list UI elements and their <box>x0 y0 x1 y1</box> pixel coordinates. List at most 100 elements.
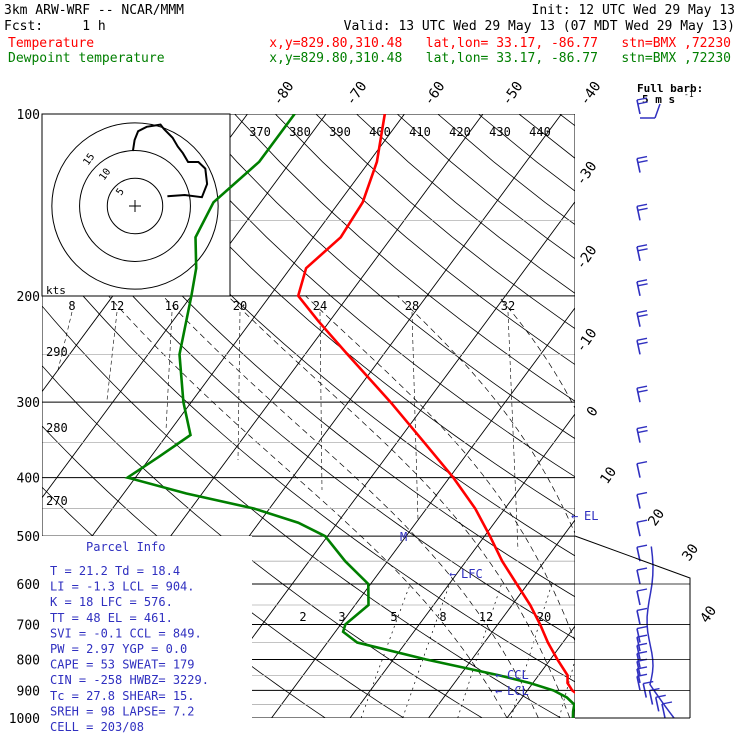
theta-label: 420 <box>449 125 471 139</box>
wind-barb-flag <box>637 248 648 252</box>
parcel-info-row: K = 18 LFC = 576. <box>50 595 173 609</box>
wind-barb <box>636 385 648 403</box>
model-title: 3km ARW-WRF -- NCAR/MMM <box>4 3 184 18</box>
temperature-tick-label: -40 <box>577 79 605 109</box>
dry-adiabat <box>193 114 575 440</box>
wind-barb-flag <box>637 207 648 212</box>
wind-barb-staff <box>636 158 641 173</box>
wind-barb <box>636 460 648 478</box>
parcel-info-row: LI = -1.3 LCL = 904. <box>50 580 195 594</box>
wind-barb-staff <box>636 645 641 660</box>
m-label: M <box>400 530 407 544</box>
lfc-label: LFC <box>461 567 483 581</box>
wind-barb-staff <box>636 246 641 261</box>
wind-barb <box>636 588 648 606</box>
isotherm-line <box>586 114 740 718</box>
pressure-labels: 100 200 300 400 500 600 700 800 900 1000 <box>9 108 40 727</box>
wind-barb <box>636 425 648 443</box>
wind-barb <box>636 244 648 261</box>
dry-adiabat <box>518 114 575 159</box>
wind-barb-staff <box>636 676 641 691</box>
wind-barb-flag <box>636 244 648 248</box>
isotherm-line <box>42 114 405 605</box>
parcel-info-row: PW = 2.97 YGP = 0.0 <box>50 642 187 656</box>
wind-barb <box>636 491 648 509</box>
wind-barb-flag <box>637 314 648 318</box>
temperature-tick-label: -30 <box>573 159 601 189</box>
hodograph-trace <box>131 123 209 199</box>
mixing-ratio-line <box>402 583 450 718</box>
theta-label: 440 <box>529 125 551 139</box>
wind-barb-staff <box>636 653 641 668</box>
wind-barb-flag <box>636 491 648 496</box>
parcel-info-rows: T = 21.2 Td = 18.4 LI = -1.3 LCL = 904.K … <box>50 564 209 734</box>
temperature-tick-label: -20 <box>573 243 601 273</box>
wind-barb-flag <box>637 159 648 164</box>
moist-adiabat <box>108 295 508 718</box>
hodograph-ring <box>106 177 164 235</box>
wind-speed-label: 24 <box>313 299 327 313</box>
ccl-marker: ← <box>495 668 502 682</box>
parcel-info-title: Parcel Info <box>86 540 165 554</box>
dry-adiabat <box>437 114 575 226</box>
wind-barb-flag <box>636 385 648 389</box>
theta-label: 410 <box>409 125 431 139</box>
wind-barb <box>654 694 666 712</box>
pressure-label: 600 <box>17 578 40 593</box>
pressure-label: 900 <box>17 684 40 699</box>
temperature-legend: Temperature <box>8 36 94 51</box>
wind-barb-flag <box>637 341 648 346</box>
wind-barb-flag <box>643 680 654 685</box>
mixing-ratio-label: 3 <box>338 610 345 624</box>
dry-adiabat <box>559 114 575 127</box>
wind-speed-profile-line <box>646 546 675 719</box>
wind-barbs <box>636 97 673 719</box>
wind-speed-guide <box>165 311 173 431</box>
wind-barb-flag <box>636 279 648 283</box>
wind-barb-staff <box>636 388 641 403</box>
wind-barb-staff <box>636 494 641 509</box>
wind-barb-staff <box>636 636 641 652</box>
wind-barb <box>636 337 648 355</box>
mixing-ratio-line <box>558 659 575 718</box>
wind-barb-staff <box>636 661 641 676</box>
temperature-tick-label: 40 <box>697 603 720 626</box>
wind-barb-staff <box>636 628 641 643</box>
isotherm-line <box>428 519 575 718</box>
wind-barb-flag <box>636 519 648 523</box>
temperature-tick-label: -70 <box>343 79 371 109</box>
theta-label: 400 <box>369 125 391 139</box>
wind-speed-guide <box>507 311 519 551</box>
wind-barb-flag <box>636 588 648 592</box>
parcel-info-row: T = 21.2 Td = 18.4 <box>50 564 180 578</box>
wind-barb-flag <box>636 607 648 612</box>
pressure-label: 300 <box>17 396 40 411</box>
wind-speed-guide <box>237 311 241 461</box>
dry-adiabat <box>600 114 740 718</box>
wind-speed-guide <box>319 311 323 491</box>
hodograph-ring-label: 5 <box>114 186 126 197</box>
parcel-info-row: CIN = -258 HWBZ= 3229. <box>50 673 209 687</box>
temperature-info: x,y=829.80,310.48 lat,lon= 33.17, -86.77… <box>269 36 731 51</box>
el-label: EL <box>584 509 598 523</box>
wind-barb-flag <box>636 460 648 465</box>
isotherm-line <box>0 114 12 718</box>
theta-label: 430 <box>489 125 511 139</box>
wind-speed-guide <box>411 311 419 521</box>
temperature-tick-label: 30 <box>679 541 702 564</box>
wind-barb <box>636 155 648 173</box>
hodograph-ring <box>51 122 219 290</box>
parcel-info-row: CAPE = 53 SWEAT= 179 <box>50 658 195 672</box>
wind-barb-staff <box>636 99 641 115</box>
parcel-info-row: SREH = 98 LAPSE= 7.2 <box>50 704 195 718</box>
ccl-label: CCL <box>507 668 529 682</box>
wind-barb-staff <box>636 428 641 443</box>
temperature-tick-label: -80 <box>270 79 298 109</box>
dry-adiabat <box>396 114 575 260</box>
pressure-label: 200 <box>17 290 40 305</box>
wind-barb-staff <box>648 690 654 705</box>
temperature-tick-label: 20 <box>645 506 668 529</box>
wind-barb-staff <box>636 340 641 355</box>
wind-barb <box>636 567 648 585</box>
